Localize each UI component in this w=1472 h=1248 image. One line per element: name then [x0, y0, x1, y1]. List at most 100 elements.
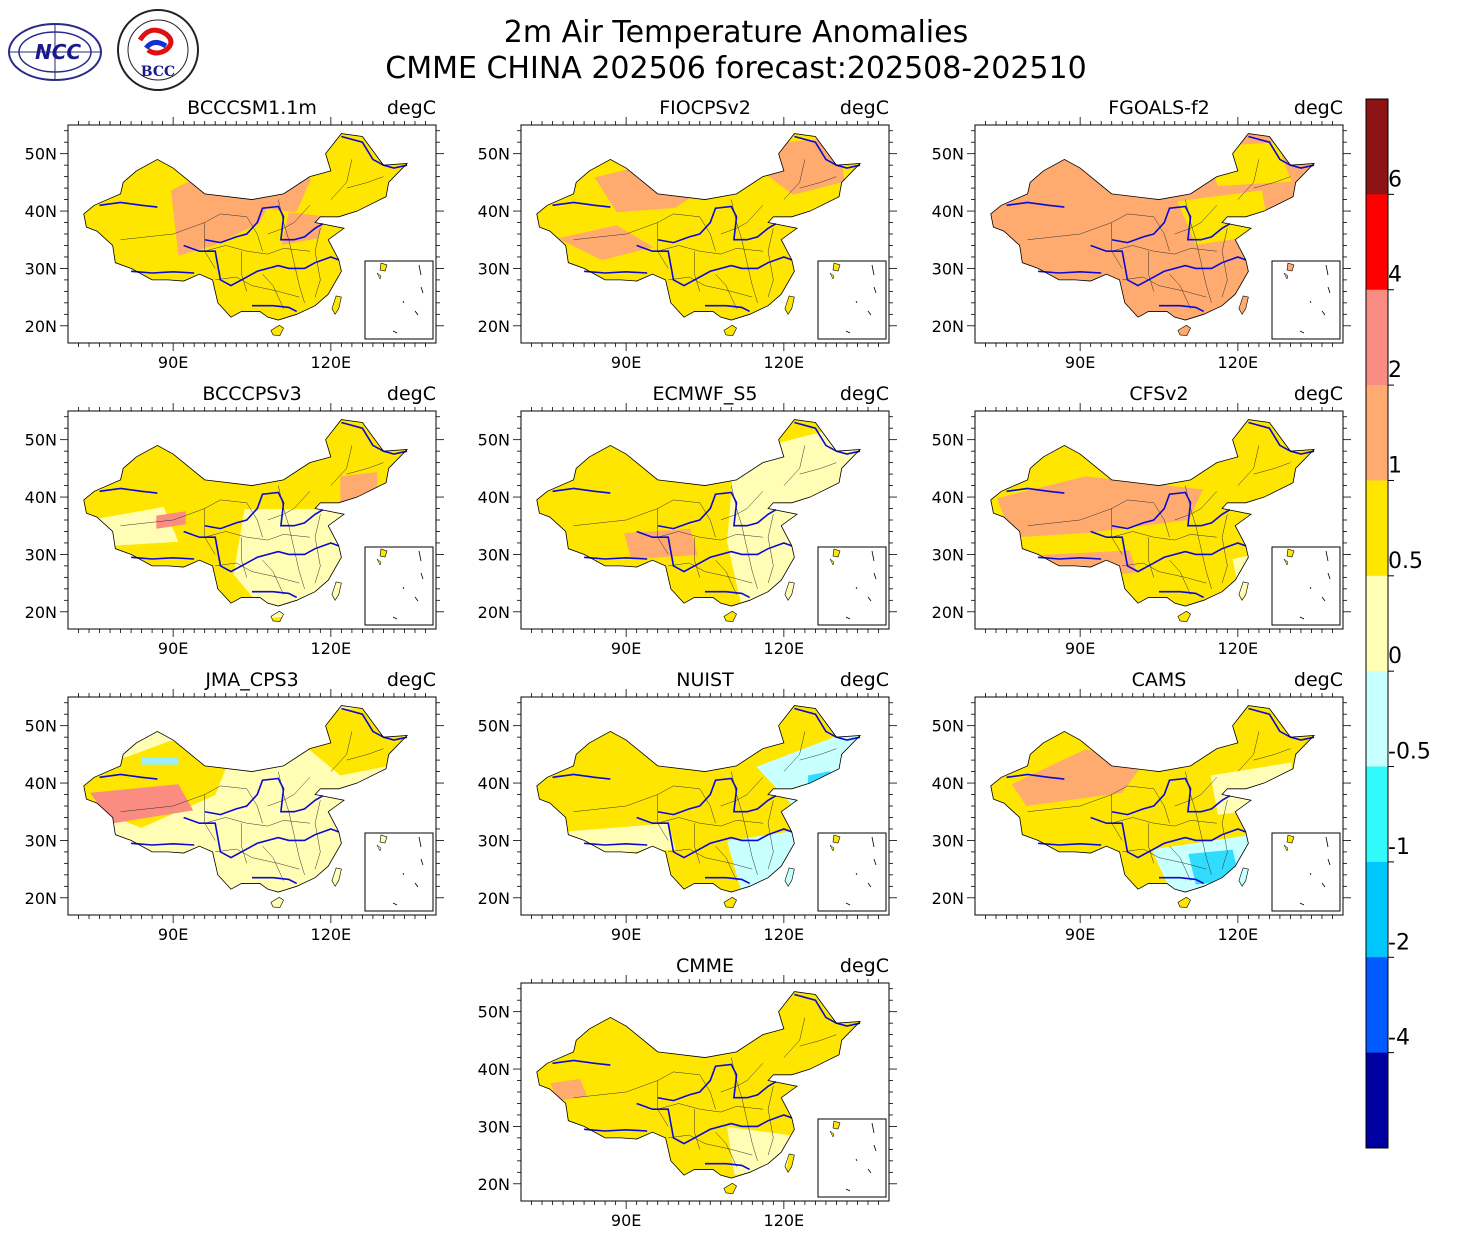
province-boundary	[215, 562, 300, 584]
province-boundary	[1253, 462, 1291, 475]
map-panel: 50N 40N 30N 20N 90E 120E NUIST degC	[478, 669, 897, 944]
province-boundary	[267, 777, 311, 807]
colorbar-segment	[1366, 480, 1388, 577]
province-boundary	[783, 731, 806, 772]
lat-tick-label: 20N	[478, 1175, 510, 1194]
province-boundary	[699, 502, 716, 538]
province-boundary	[720, 1063, 764, 1093]
province-boundary	[1174, 491, 1218, 521]
anomaly-region	[90, 784, 194, 824]
river-line	[1006, 773, 1065, 780]
map-panel: 50N 40N 30N 20N 90E 120E CFSv2 degC	[932, 383, 1351, 658]
river-line	[131, 556, 195, 560]
panel-title: CMME	[676, 955, 734, 977]
river-line	[636, 1102, 793, 1145]
south-china-sea-inset	[364, 832, 434, 912]
river-line	[636, 530, 793, 573]
lat-tick-label: 30N	[932, 545, 964, 564]
south-china-sea-inset	[817, 260, 887, 340]
province-boundary	[215, 848, 300, 870]
province-boundary	[657, 1103, 763, 1113]
colorbar-label: 0	[1388, 644, 1402, 669]
province-boundary	[1174, 205, 1218, 235]
taiwan-outline	[331, 295, 342, 315]
province-boundary	[783, 159, 806, 200]
province-boundary	[1221, 800, 1228, 870]
colorbar-label: -4	[1388, 1026, 1410, 1051]
river-line	[252, 304, 298, 313]
panel-unit-label: degC	[387, 669, 436, 691]
lat-tick-label: 50N	[478, 431, 510, 450]
river-line	[1090, 816, 1247, 859]
hainan-outline	[270, 896, 284, 908]
river-line	[204, 205, 324, 244]
lon-tick-label: 90E	[158, 639, 188, 658]
colorbar-segment	[1366, 1052, 1388, 1149]
river-line	[1111, 491, 1231, 530]
river-line	[584, 556, 648, 560]
province-boundary	[1027, 213, 1154, 240]
country-outline	[990, 705, 1316, 893]
nine-dash-line	[845, 836, 877, 906]
province-boundary	[314, 228, 321, 298]
map-panel: 50N 40N 30N 20N 90E 120E CAMS degC	[932, 669, 1351, 944]
inset-coast	[1286, 548, 1295, 558]
province-boundary	[657, 531, 763, 541]
lon-tick-label: 90E	[611, 1211, 641, 1230]
province-boundary	[1153, 788, 1170, 824]
colorbar-segment	[1366, 766, 1388, 863]
lat-tick-label: 20N	[478, 889, 510, 908]
lat-tick-label: 30N	[478, 831, 510, 850]
province-boundary	[246, 216, 263, 252]
province-boundary	[1111, 531, 1217, 541]
panel-unit-label: degC	[840, 669, 889, 691]
inset-island	[829, 558, 835, 566]
map-panel: 50N 40N 30N 20N 90E 120E JMA_CPS3 degC	[25, 669, 444, 944]
province-boundary	[657, 817, 763, 827]
province-boundary	[314, 800, 321, 870]
province-boundary	[1111, 817, 1217, 827]
lon-tick-label: 90E	[1065, 639, 1095, 658]
river-line	[99, 487, 158, 494]
province-boundary	[694, 823, 700, 864]
inset-island	[829, 844, 835, 852]
lat-tick-label: 40N	[932, 488, 964, 507]
taiwan-outline	[1238, 867, 1249, 887]
south-china-sea-inset	[1271, 832, 1341, 912]
panel-title: JMA_CPS3	[204, 669, 298, 691]
colorbar-label: 0.5	[1388, 549, 1423, 574]
nine-dash-line	[845, 264, 877, 334]
province-boundary	[694, 537, 700, 578]
province-boundary	[346, 748, 384, 761]
colorbar-segment	[1366, 861, 1388, 958]
lat-tick-label: 40N	[25, 774, 57, 793]
colorbar-segment	[1366, 671, 1388, 768]
river-line	[1248, 707, 1315, 741]
province-boundary	[767, 514, 774, 584]
colorbar-label: 2	[1388, 358, 1402, 383]
lon-tick-label: 90E	[158, 353, 188, 372]
figure-title-line1: 2m Air Temperature Anomalies	[503, 15, 969, 50]
country-outline	[536, 991, 862, 1179]
province-boundary	[573, 499, 700, 526]
province-boundary	[267, 205, 311, 235]
panel-title: CFSv2	[1129, 383, 1188, 405]
river-line	[1111, 205, 1231, 244]
province-boundary	[720, 205, 764, 235]
province-boundary	[1253, 176, 1291, 189]
river-line	[705, 304, 751, 313]
lat-tick-label: 30N	[478, 545, 510, 564]
lon-tick-label: 120E	[764, 1211, 805, 1230]
panel-title: FGOALS-f2	[1108, 97, 1210, 119]
province-boundary	[720, 777, 764, 807]
province-boundary	[204, 531, 310, 541]
nine-dash-line	[1299, 264, 1331, 334]
river-line	[1038, 842, 1102, 846]
river-line	[204, 491, 324, 530]
river-line	[657, 205, 777, 244]
province-boundary	[573, 785, 700, 812]
province-boundary	[767, 1086, 774, 1156]
province-boundary	[246, 502, 263, 538]
province-boundary	[262, 559, 284, 595]
hainan-outline	[723, 896, 737, 908]
